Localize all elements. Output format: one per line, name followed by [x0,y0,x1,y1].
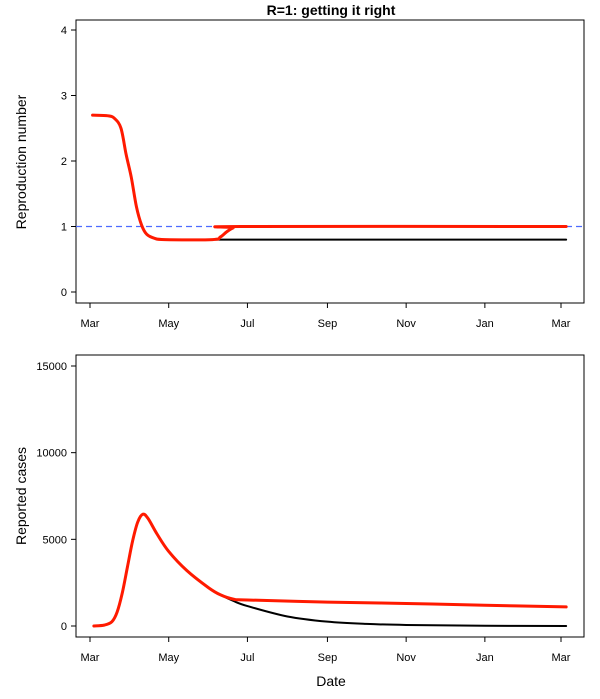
x-axis-label: Date [316,673,346,689]
y-tick-label: 0 [61,287,67,299]
x-tick-label: Mar [552,318,571,330]
y-tick-label: 5000 [43,534,67,546]
x-tick-label: Nov [396,652,416,664]
x-tick-label: Nov [396,318,416,330]
x-tick-label: Jan [476,652,494,664]
x-tick-label: Mar [552,652,571,664]
x-tick-label: May [158,652,179,664]
y-tick-label: 1 [61,222,67,234]
x-tick-label: Jul [240,318,254,330]
y-tick-label: 2 [61,156,67,168]
bottom-plot: 0 5000 10000 15000 Mar May Jul Sep Nov Jan Mar [36,354,585,664]
y-tick-label: 3 [61,91,67,103]
plot-frame [75,19,585,304]
y-tick-label: 10000 [36,448,67,460]
y-tick-label: 0 [61,621,67,633]
x-tick-label: Sep [318,652,338,664]
series-line-red [92,512,568,628]
series-line-red [91,113,568,242]
x-tick-label: Mar [81,652,100,664]
plot-frame [75,354,585,638]
x-tick-label: Mar [81,318,100,330]
series-line-black [92,513,568,627]
x-tick-label: Jul [240,652,254,664]
y-tick-label: 15000 [36,361,67,373]
x-tick-label: Jan [476,318,494,330]
y-tick-label: 4 [61,25,67,37]
x-tick-label: May [158,318,179,330]
chart-title: R=1: getting it right [267,2,396,18]
x-tick-label: Sep [318,318,338,330]
series-line-black [91,114,568,241]
top-y-axis-label: Reproduction number [13,94,29,229]
bottom-y-axis-label: Reported cases [13,447,29,545]
top-plot: 0 1 2 3 4 Mar May Jul Sep Nov Jan Mar [61,19,585,330]
